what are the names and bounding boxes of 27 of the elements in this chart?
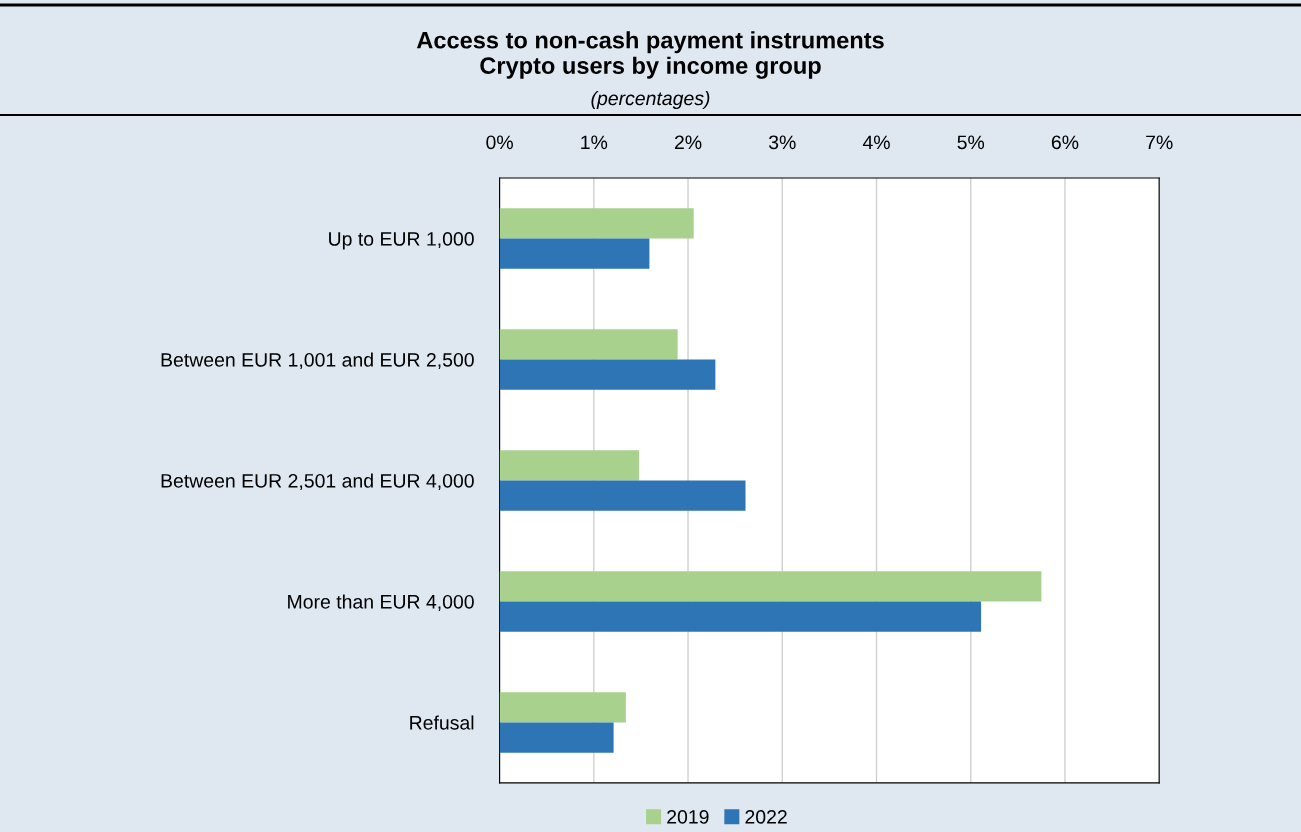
- x-tick-label: 4%: [862, 135, 890, 150]
- y-tick-label: Refusal: [410, 715, 474, 730]
- y-tick-label: Up to EUR 1,000: [329, 232, 474, 250]
- bar: [499, 571, 1042, 602]
- y-tick-label: More than EUR 4,000: [288, 594, 474, 611]
- legend-label: 2019: [667, 810, 709, 824]
- x-tick-label: 1%: [581, 135, 608, 150]
- bar: [499, 208, 694, 239]
- chart-title: Access to non-cash payment instruments Crypto users by income group: [416, 31, 884, 79]
- bar: [499, 722, 614, 753]
- bar: [499, 359, 716, 390]
- bar: [499, 329, 678, 360]
- x-tick-label: 3%: [768, 135, 796, 150]
- bar: [499, 601, 982, 632]
- y-tick-label: Between EUR 1,001 and EUR 2,500: [161, 352, 474, 370]
- bar: [499, 692, 626, 723]
- x-tick-label: 7%: [1146, 135, 1173, 150]
- bar: [499, 450, 640, 481]
- x-tick-label: 2%: [674, 135, 702, 150]
- x-tick-label: 6%: [1051, 135, 1079, 150]
- x-tick-label: 0%: [486, 135, 513, 150]
- bar: [499, 480, 746, 511]
- y-tick-label: Between EUR 2,501 and EUR 4,000: [161, 473, 474, 491]
- chart-subtitle: (percentages): [591, 90, 710, 110]
- legend-label: 2022: [745, 810, 787, 824]
- bar: [499, 238, 650, 269]
- x-tick-label: 5%: [957, 135, 985, 150]
